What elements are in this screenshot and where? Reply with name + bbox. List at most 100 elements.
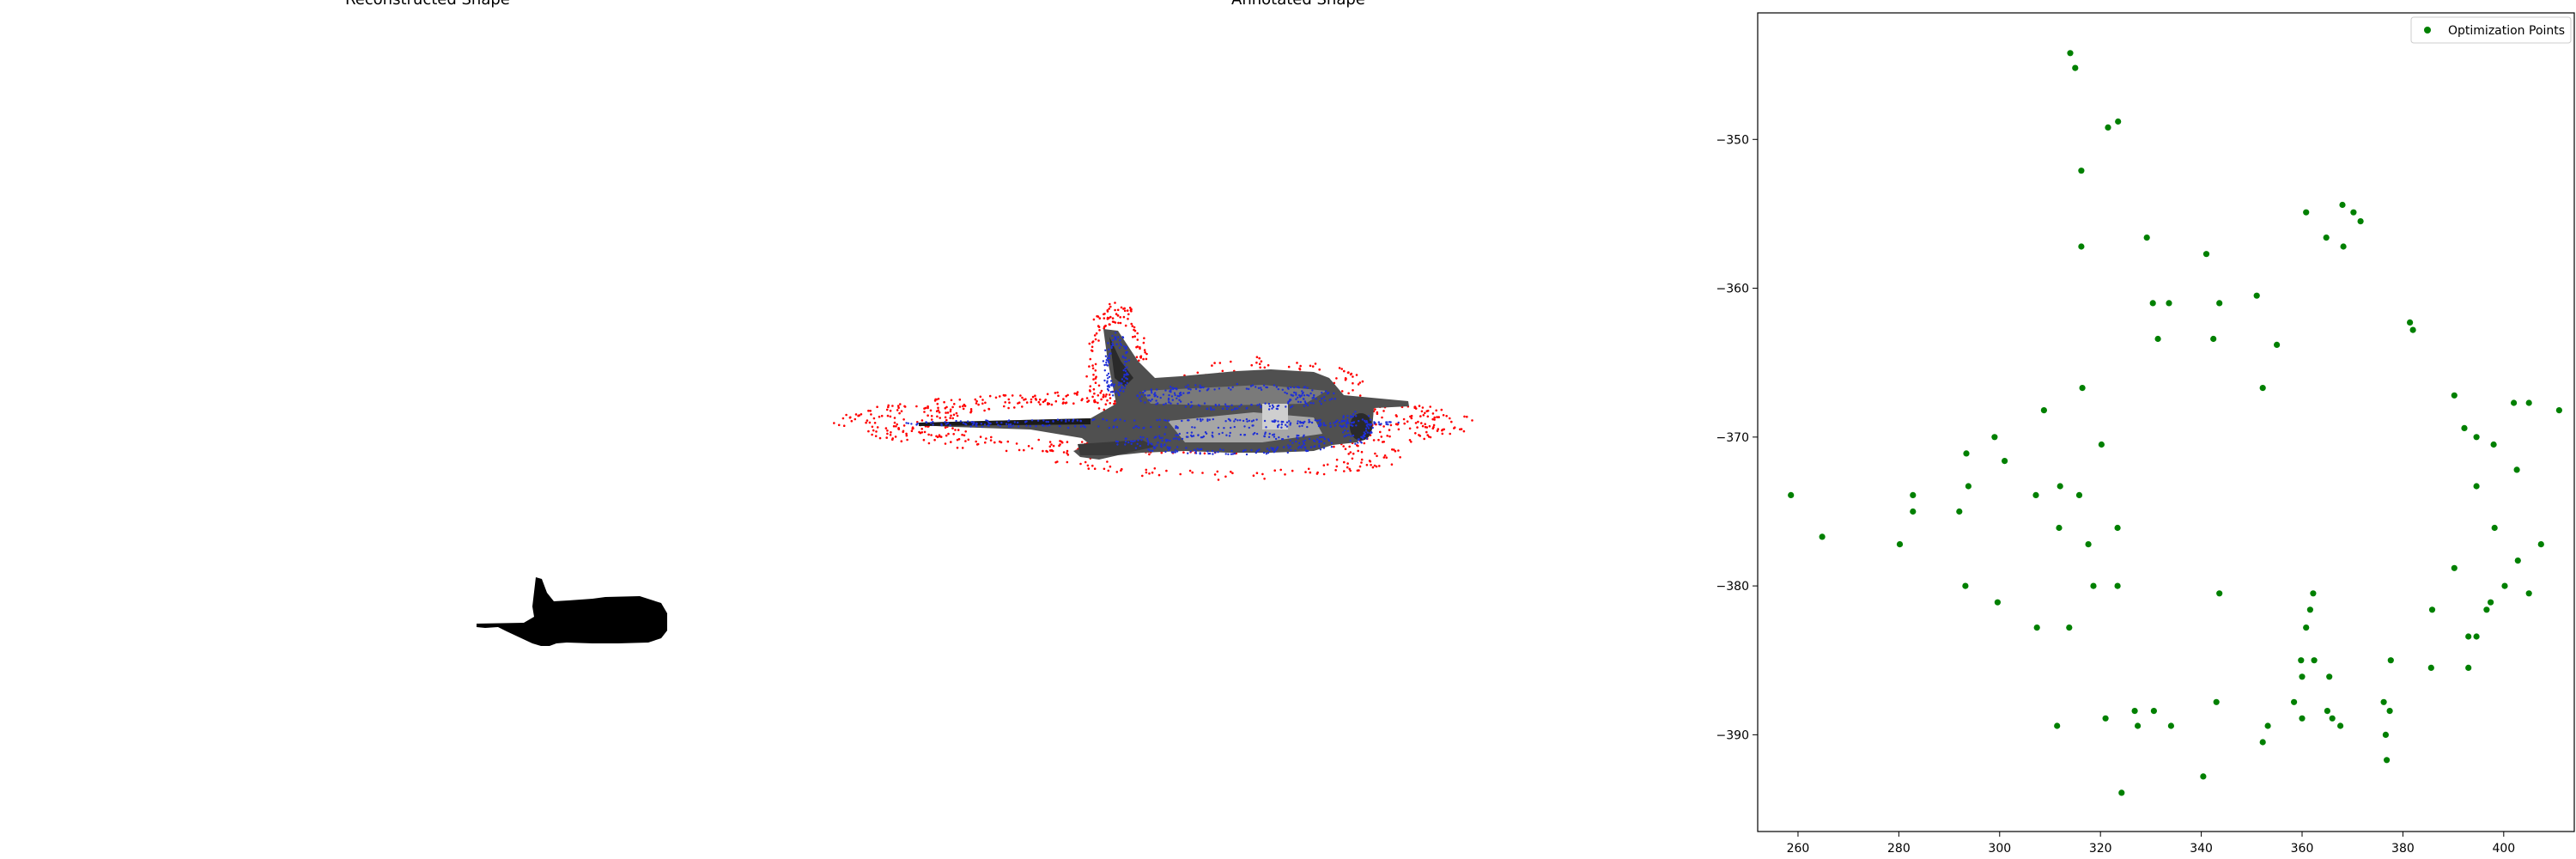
inner-contour-point xyxy=(1265,386,1267,388)
inner-contour-point xyxy=(1189,388,1192,391)
optimization-point xyxy=(2451,392,2458,399)
outer-boundary-point xyxy=(1382,410,1385,412)
inner-contour-point xyxy=(915,423,918,426)
outer-boundary-point xyxy=(905,432,908,436)
inner-contour-point xyxy=(1298,425,1301,428)
inner-contour-point xyxy=(1076,419,1079,422)
inner-contour-point xyxy=(1105,419,1109,422)
inner-contour-point xyxy=(1155,403,1157,405)
y-tick-label: −380 xyxy=(1716,580,1749,594)
inner-contour-point xyxy=(1156,418,1158,422)
optimization-point xyxy=(2075,491,2083,499)
outer-boundary-point xyxy=(902,430,904,434)
inner-contour-point xyxy=(1176,388,1178,391)
outer-boundary-point xyxy=(1092,378,1095,381)
outer-boundary-point xyxy=(1109,302,1111,306)
inner-contour-point xyxy=(1196,448,1199,450)
inner-contour-point xyxy=(1329,425,1332,428)
outer-boundary-point xyxy=(905,434,908,437)
outer-boundary-point xyxy=(1034,397,1037,400)
outer-boundary-point xyxy=(1311,365,1315,368)
outer-boundary-point xyxy=(1335,377,1338,380)
inner-contour-point xyxy=(1218,387,1221,390)
inner-contour-point xyxy=(1126,381,1128,384)
outer-boundary-point xyxy=(854,413,858,416)
inner-contour-point xyxy=(1048,423,1051,427)
outer-boundary-point xyxy=(1092,387,1096,391)
optimization-point xyxy=(2072,64,2079,71)
outer-boundary-point xyxy=(1436,416,1438,418)
inner-contour-point xyxy=(1194,387,1198,390)
inner-contour-point xyxy=(1144,389,1146,393)
outer-boundary-point xyxy=(920,428,923,430)
inner-contour-point xyxy=(1211,431,1214,434)
inner-contour-point xyxy=(1248,426,1251,430)
inner-contour-point xyxy=(1244,448,1247,452)
inner-contour-point xyxy=(1240,404,1242,406)
outer-boundary-point xyxy=(975,402,978,405)
inner-contour-point xyxy=(1079,419,1082,423)
inner-contour-point xyxy=(1284,391,1286,394)
inner-contour-point xyxy=(1010,425,1012,428)
inner-contour-point xyxy=(1289,439,1291,442)
optimization-point xyxy=(2033,624,2040,631)
outer-boundary-point xyxy=(1442,414,1445,417)
outer-boundary-point xyxy=(954,429,957,431)
inner-contour-point xyxy=(1163,403,1165,406)
inner-contour-point xyxy=(1285,405,1287,408)
inner-contour-point xyxy=(1229,431,1231,435)
inner-contour-point xyxy=(1276,424,1279,427)
outer-boundary-point xyxy=(1213,362,1216,364)
inner-contour-point xyxy=(1298,442,1301,445)
inner-contour-point xyxy=(1046,424,1048,427)
inner-contour-point xyxy=(1275,386,1279,388)
inner-contour-point xyxy=(1188,392,1191,394)
inner-contour-point xyxy=(1139,392,1142,394)
inner-contour-point xyxy=(1132,440,1134,443)
inner-contour-point xyxy=(1047,420,1050,423)
inner-contour-point xyxy=(1079,425,1083,428)
inner-contour-point xyxy=(1145,437,1149,441)
inner-contour-point xyxy=(1359,441,1362,443)
outer-boundary-point xyxy=(939,436,943,438)
inner-contour-point xyxy=(1250,404,1254,406)
legend-box xyxy=(2410,16,2572,44)
outer-boundary-point xyxy=(1420,422,1423,424)
inner-contour-point xyxy=(1289,398,1291,401)
inner-contour-point xyxy=(1320,403,1322,405)
outer-boundary-point xyxy=(1059,443,1061,446)
inner-contour-point xyxy=(1306,393,1309,397)
outer-boundary-point xyxy=(1131,325,1134,327)
inner-contour-point xyxy=(1173,392,1176,394)
outer-boundary-point xyxy=(896,409,899,411)
optimization-point xyxy=(2066,624,2073,631)
inner-contour-point xyxy=(1364,419,1366,422)
outer-boundary-point xyxy=(1136,332,1139,335)
inner-contour-point xyxy=(1167,446,1170,449)
inner-contour-point xyxy=(1206,407,1209,411)
inner-contour-point xyxy=(1144,393,1146,397)
outer-boundary-point xyxy=(1408,427,1412,430)
outer-boundary-point xyxy=(946,411,950,414)
inner-contour-point xyxy=(1336,419,1339,422)
inner-contour-point xyxy=(1300,447,1303,449)
inner-contour-point xyxy=(1280,426,1283,429)
inner-contour-point xyxy=(1313,393,1315,397)
outer-boundary-point xyxy=(891,405,894,407)
outer-boundary-point xyxy=(984,401,987,405)
optimization-point xyxy=(1788,491,1795,499)
outer-boundary-point xyxy=(1148,453,1151,456)
outer-boundary-point xyxy=(902,424,906,427)
outer-boundary-point xyxy=(1348,445,1351,448)
inner-contour-point xyxy=(1340,419,1344,422)
legend-marker xyxy=(2424,27,2431,34)
inner-contour-point xyxy=(1155,399,1157,402)
inner-contour-point xyxy=(1323,396,1326,399)
inner-contour-point xyxy=(1142,436,1145,439)
inner-contour-point xyxy=(1142,391,1145,394)
inner-contour-point xyxy=(1350,422,1353,424)
outer-boundary-point xyxy=(1031,395,1035,399)
inner-contour-point xyxy=(1181,419,1183,423)
inner-contour-point xyxy=(1124,443,1127,446)
inner-contour-point xyxy=(1107,342,1109,344)
